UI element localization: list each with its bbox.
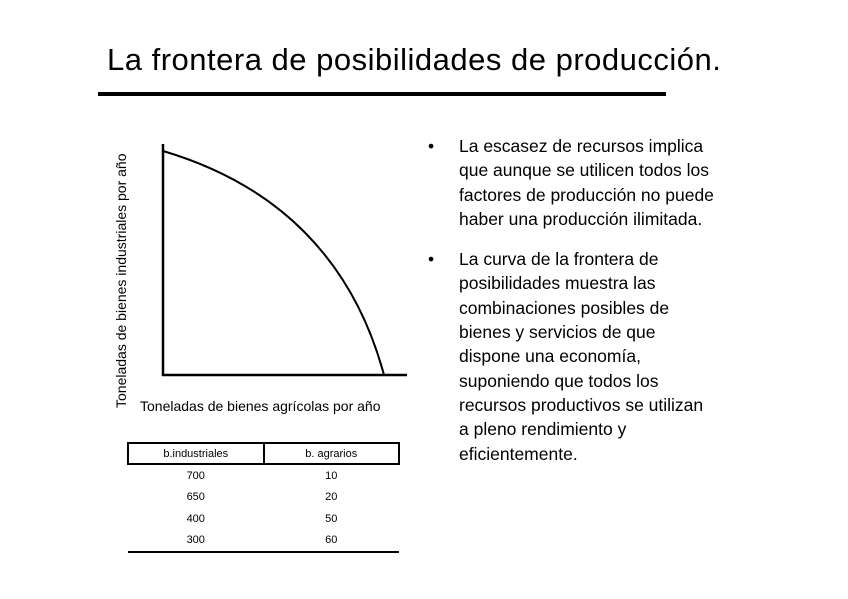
bullet-item: • La curva de la frontera de posibilidad… [428,247,788,466]
bullet-line: La curva de la frontera de [459,249,659,270]
table-cell: 10 [325,469,338,482]
bullet-line: bienes y servicios de que [459,322,656,343]
production-table: b.industriales b. agrarios 700 10 650 20… [127,442,400,553]
table-cell: 300 [128,529,264,553]
bullet-line: suponiendo que todos los [459,370,659,391]
table-row: 700 10 [128,464,399,487]
ppf-curve [162,150,385,376]
table-row: 300 60 [128,529,399,553]
table-cell: 700 [186,469,205,482]
y-axis-label: Toneladas de bienes industriales por año [113,153,129,408]
ppf-diagram: Toneladas de bienes industriales por año… [113,144,407,414]
title-underline [98,92,666,96]
header-industriales: b.industriales [127,442,265,465]
bullet-item: • La escasez de recursos implica que aun… [428,134,788,231]
table-cell: 400 [186,512,205,525]
table-row: 650 20 [128,487,399,509]
table-row: 400 50 [128,508,399,530]
slide-title: La frontera de posibilidades de producci… [107,42,722,77]
bullet-line: posibilidades muestra las [459,273,656,294]
bullet-line: combinaciones posibles de [459,297,670,318]
bullet-list: • La escasez de recursos implica que aun… [428,134,788,482]
x-axis-label: Toneladas de bienes agrícolas por año [140,398,381,414]
header-agrarios: b. agrarios [262,442,400,465]
bullet-line: La escasez de recursos implica [459,136,704,156]
bullet-line: haber una producción ilimitada. [459,208,703,229]
bullet-marker: • [428,136,435,156]
table-cell: 20 [325,491,338,504]
table-cell: 650 [186,491,205,504]
bullet-line: recursos productivos se utilizan [459,394,704,415]
table-header-row: b.industriales b. agrarios [127,442,400,465]
bullet-line: dispone una economía, [459,346,641,367]
bullet-line: factores de producción no puede [459,184,714,205]
bullet-marker: • [428,249,435,270]
bullet-line: a pleno rendimiento y [459,419,627,440]
table-cell: 50 [325,512,338,525]
bullet-line: eficientemente. [459,443,578,464]
table-cell: 60 [263,529,399,553]
bullet-line: que aunque se utilicen todos los [459,160,710,181]
